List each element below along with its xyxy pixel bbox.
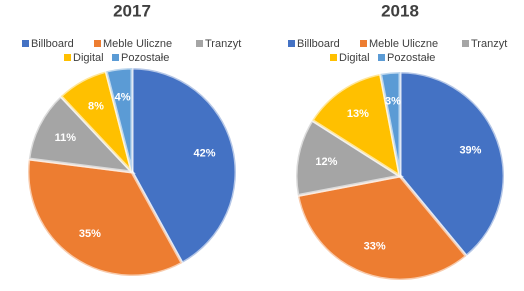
value-label: 12% <box>315 156 337 168</box>
legend-swatch <box>112 54 119 61</box>
legend-swatch <box>22 40 29 47</box>
legend-swatch <box>288 40 295 47</box>
legend-label: Meble Uliczne <box>103 38 172 50</box>
value-label: 13% <box>347 108 369 120</box>
legend-swatch <box>94 40 101 47</box>
legend-label: Digital <box>339 52 370 64</box>
value-label: 42% <box>194 147 216 159</box>
legend-label: Digital <box>73 52 104 64</box>
legend-label: Meble Uliczne <box>369 38 438 50</box>
pie-slice <box>296 174 469 282</box>
value-label: 8% <box>88 100 104 112</box>
chart-title: 2018 <box>381 1 419 20</box>
legend-swatch <box>330 54 337 61</box>
legend-label: Tranzyt <box>471 38 507 50</box>
legend-label: Billboard <box>297 38 340 50</box>
pie-slice <box>104 66 134 173</box>
value-label: 3% <box>385 95 401 107</box>
pie-slice <box>378 70 402 177</box>
pie-slice <box>398 70 506 259</box>
legend-swatch <box>462 40 469 47</box>
value-label: 33% <box>364 240 386 252</box>
pie-slice <box>130 66 238 266</box>
legend-label: Pozostałe <box>387 52 435 64</box>
value-label: 35% <box>79 228 101 240</box>
value-label: 39% <box>459 145 481 157</box>
pie-slice <box>26 157 185 278</box>
pie-slice <box>294 118 405 198</box>
legend-label: Tranzyt <box>205 38 241 50</box>
legend-swatch <box>64 54 71 61</box>
pie-slice <box>310 72 403 180</box>
legend-label: Billboard <box>31 38 74 50</box>
value-label: 11% <box>55 132 77 144</box>
value-label: 4% <box>115 92 131 104</box>
legend-swatch <box>360 40 367 47</box>
legend-label: Pozostałe <box>121 52 169 64</box>
legend-swatch <box>378 54 385 61</box>
legend-swatch <box>196 40 203 47</box>
chart-title: 2017 <box>113 1 151 20</box>
